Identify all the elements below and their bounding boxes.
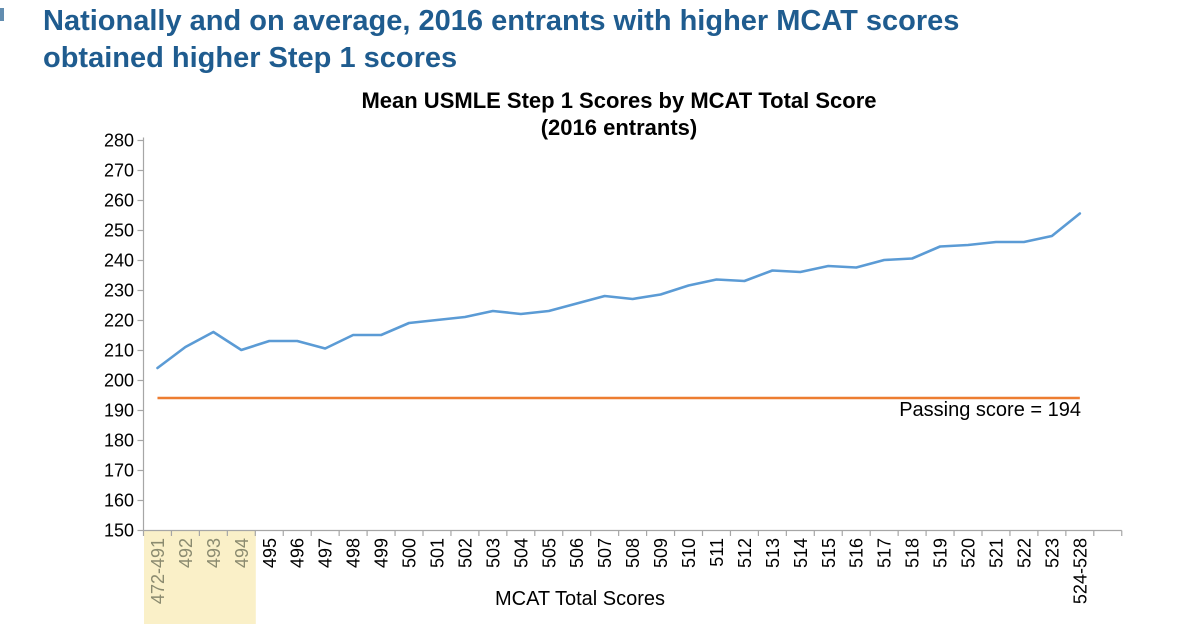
- x-axis-label: 500: [400, 538, 420, 568]
- x-axis-label-highlighted: 472-491: [148, 538, 168, 604]
- x-axis-label: 507: [595, 538, 615, 568]
- chart-title: Mean USMLE Step 1 Scores by MCAT Total S…: [143, 87, 1095, 141]
- x-axis-label: 514: [791, 538, 811, 568]
- y-axis-label: 270: [104, 161, 134, 181]
- x-axis-label: 513: [763, 538, 783, 568]
- x-axis-label: 504: [511, 538, 531, 568]
- x-axis-title: MCAT Total Scores: [494, 588, 666, 610]
- chart-title-line1: Mean USMLE Step 1 Scores by MCAT Total S…: [361, 88, 877, 113]
- y-axis-label: 170: [104, 461, 134, 481]
- y-axis-label: 150: [104, 521, 134, 541]
- x-axis-label: 516: [847, 538, 867, 568]
- chart-title-line2: (2016 entrants): [540, 115, 698, 140]
- mean-step1-series-line: [156, 212, 1082, 370]
- x-axis-label: 503: [483, 538, 503, 568]
- x-axis-label-highlighted: 493: [204, 538, 224, 568]
- y-axis-label: 180: [104, 431, 134, 451]
- y-axis-label: 220: [104, 311, 134, 331]
- slide-title-line1: Nationally and on average, 2016 entrants…: [43, 5, 960, 37]
- x-axis-label: 510: [679, 538, 699, 568]
- y-axis-label: 260: [104, 191, 134, 211]
- x-axis-label: 524-528: [1070, 538, 1090, 604]
- edge-artifact: [0, 8, 4, 21]
- y-axis-label: 280: [104, 131, 134, 151]
- x-axis-label: 506: [567, 538, 587, 568]
- x-axis-label: 497: [316, 538, 336, 568]
- slide-title-line2: obtained higher Step 1 scores: [43, 42, 458, 74]
- passing-score-label: Passing score = 194: [899, 399, 1081, 421]
- x-axis-label: 502: [455, 538, 475, 568]
- x-axis-label: 517: [875, 538, 895, 568]
- x-axis-label: 498: [344, 538, 364, 568]
- x-axis-label: 499: [372, 538, 392, 568]
- x-axis-label: 515: [819, 538, 839, 568]
- x-axis-label: 522: [1014, 538, 1034, 568]
- y-axis-label: 210: [104, 341, 134, 361]
- y-axis-label: 160: [104, 491, 134, 511]
- x-axis-label: 508: [623, 538, 643, 568]
- x-axis-label: 519: [931, 538, 951, 568]
- x-axis-label: 521: [986, 538, 1006, 568]
- x-axis-label-highlighted: 492: [176, 538, 196, 568]
- y-axis-label: 250: [104, 221, 134, 241]
- x-axis-label: 518: [903, 538, 923, 568]
- x-axis-label: 512: [735, 538, 755, 568]
- x-axis-label: 501: [427, 538, 447, 568]
- y-axis-label: 230: [104, 281, 134, 301]
- x-axis-label: 505: [539, 538, 559, 568]
- y-axis-label: 190: [104, 401, 134, 421]
- slide-title: Nationally and on average, 2016 entrants…: [43, 3, 1183, 77]
- x-axis-label: 523: [1042, 538, 1062, 568]
- x-axis-label-highlighted: 494: [232, 538, 252, 568]
- x-axis-label: 509: [651, 538, 671, 568]
- y-axis-label: 240: [104, 251, 134, 271]
- x-axis-label: 511: [707, 538, 727, 567]
- x-axis-label: 496: [288, 538, 308, 568]
- x-axis-label: 520: [959, 538, 979, 568]
- x-label-highlight-band: [144, 531, 256, 624]
- x-axis-label: 495: [260, 538, 280, 568]
- y-axis-label: 200: [104, 371, 134, 391]
